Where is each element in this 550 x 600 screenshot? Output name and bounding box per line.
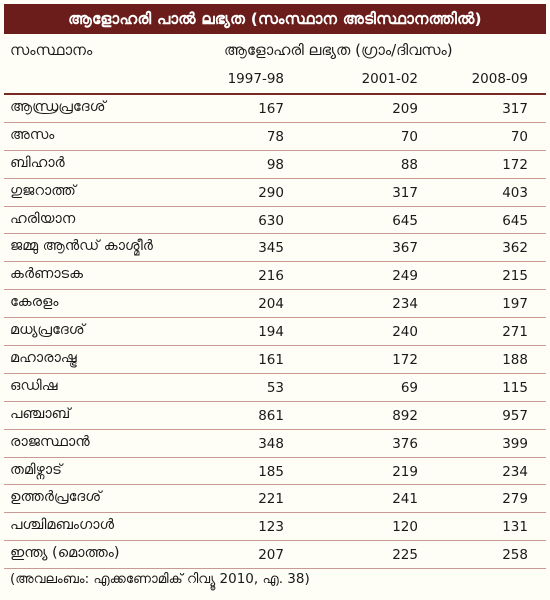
value-cell-1997-98: 348 bbox=[258, 435, 284, 452]
table-row: രാജസ്ഥാൻ 348 376 399 bbox=[4, 430, 546, 458]
table-row: കേരളം 204 234 197 bbox=[4, 290, 546, 319]
value-cell-2008-09: 70 bbox=[510, 128, 528, 145]
state-column-header: സംസ്ഥാനം bbox=[10, 41, 93, 59]
table-row: ഗുജറാത്ത് 290 317 403 bbox=[4, 179, 546, 207]
value-cell-2001-02: 645 bbox=[392, 212, 418, 229]
state-name: പഞ്ചാബ് bbox=[10, 405, 71, 422]
table-row: മഹാരാഷ്ട്ര 161 172 188 bbox=[4, 346, 546, 374]
table-row: ഹരിയാന 630 645 645 bbox=[4, 207, 546, 235]
value-cell-2001-02: 241 bbox=[392, 491, 418, 508]
state-name: മധ്യപ്രദേശ് bbox=[10, 322, 85, 339]
value-cell-2008-09: 645 bbox=[502, 212, 528, 229]
table-row: ജമ്മു ആൻഡ് കാശ്മീർ 345 367 362 bbox=[4, 234, 546, 263]
year-header-1997-98: 1997-98 bbox=[227, 71, 284, 87]
value-cell-2001-02: 240 bbox=[392, 324, 418, 341]
table-row: തമിഴ്നാട് 185 219 234 bbox=[4, 458, 546, 486]
value-cell-2001-02: 88 bbox=[400, 156, 418, 173]
value-cell-2001-02: 70 bbox=[400, 128, 418, 145]
value-cell-2008-09: 317 bbox=[502, 101, 528, 117]
table-row: ആന്ധ്രപ്രദേശ് 167 209 317 bbox=[4, 95, 546, 123]
value-cell-2008-09: 215 bbox=[502, 268, 528, 285]
value-cell-2008-09: 131 bbox=[502, 519, 528, 536]
value-cell-2001-02: 317 bbox=[392, 184, 418, 201]
year-header-2001-02: 2001-02 bbox=[361, 71, 418, 87]
table-row: കർണാടക 216 249 215 bbox=[4, 262, 546, 291]
value-cell-1997-98: 161 bbox=[258, 352, 284, 369]
state-name: ജമ്മു ആൻഡ് കാശ്മീർ bbox=[10, 238, 153, 255]
state-name: പശ്ചിമബംഗാൾ bbox=[10, 517, 115, 534]
state-name: കേരളം bbox=[10, 294, 59, 311]
table-row: ഇന്ത്യ (മൊത്തം) 207 225 258 bbox=[4, 541, 546, 570]
state-name: കർണാടക bbox=[10, 266, 83, 283]
value-cell-1997-98: 207 bbox=[258, 547, 284, 564]
table-row: ഒഡിഷ 53 69 115 bbox=[4, 374, 546, 402]
state-name: ആന്ധ്രപ്രദേശ് bbox=[10, 99, 106, 115]
value-cell-2001-02: 376 bbox=[392, 435, 418, 452]
value-cell-2008-09: 234 bbox=[502, 463, 528, 480]
value-cell-2008-09: 403 bbox=[502, 184, 528, 201]
value-cell-1997-98: 78 bbox=[266, 128, 284, 145]
value-cell-2008-09: 362 bbox=[502, 240, 528, 257]
value-cell-1997-98: 123 bbox=[258, 519, 284, 536]
table-body: ആന്ധ്രപ്രദേശ് 167 209 317 അസം 78 70 70 ബിഹാർ 98 88… bbox=[4, 95, 546, 570]
state-name: അസം bbox=[10, 126, 55, 143]
value-cell-2008-09: 258 bbox=[502, 547, 528, 564]
value-cell-2001-02: 225 bbox=[392, 547, 418, 564]
state-name: രാജസ്ഥാൻ bbox=[10, 433, 90, 450]
value-cell-2001-02: 209 bbox=[392, 101, 418, 117]
value-cell-1997-98: 861 bbox=[258, 407, 284, 424]
value-cell-2001-02: 120 bbox=[392, 519, 418, 536]
value-cell-1997-98: 53 bbox=[266, 379, 284, 396]
value-cell-1997-98: 345 bbox=[258, 240, 284, 257]
value-cell-2001-02: 892 bbox=[392, 407, 418, 424]
table-title: ആളോഹരി പാൽ ലഭ്യത (സംസ്ഥാന അടിസ്ഥാനത്തിൽ) bbox=[4, 4, 546, 34]
state-name: തമിഴ്നാട് bbox=[10, 461, 62, 478]
value-cell-2001-02: 69 bbox=[400, 379, 418, 396]
value-cell-2008-09: 197 bbox=[502, 296, 528, 313]
state-name: ഇന്ത്യ (മൊത്തം) bbox=[10, 545, 120, 562]
table-row: അസം 78 70 70 bbox=[4, 123, 546, 151]
value-cell-1997-98: 167 bbox=[258, 101, 284, 117]
value-cell-1997-98: 630 bbox=[258, 212, 284, 229]
value-cell-1997-98: 221 bbox=[258, 491, 284, 508]
source-note: (അവലംബം: എക്കണോമിക് റിവ്യൂ 2010, എ. 38) bbox=[10, 571, 310, 587]
value-cell-2008-09: 957 bbox=[502, 407, 528, 424]
state-name: ഗുജറാത്ത് bbox=[10, 182, 76, 199]
value-cell-2008-09: 399 bbox=[502, 435, 528, 452]
table-row: ബിഹാർ 98 88 172 bbox=[4, 151, 546, 179]
availability-column-header: ആളോഹരി ലഭ്യത (ഗ്രാം/ദിവസം) bbox=[224, 41, 453, 59]
value-cell-1997-98: 98 bbox=[266, 156, 284, 173]
value-cell-2001-02: 219 bbox=[392, 463, 418, 480]
state-name: മഹാരാഷ്ട്ര bbox=[10, 350, 77, 367]
value-cell-1997-98: 204 bbox=[258, 296, 284, 313]
value-cell-2008-09: 172 bbox=[502, 156, 528, 173]
value-cell-1997-98: 185 bbox=[258, 463, 284, 480]
table-header: സംസ്ഥാനം ആളോഹരി ലഭ്യത (ഗ്രാം/ദിവസം) 1997… bbox=[4, 34, 546, 95]
state-name: ഒഡിഷ bbox=[10, 377, 58, 394]
value-cell-2001-02: 234 bbox=[392, 296, 418, 313]
value-cell-2008-09: 115 bbox=[502, 379, 528, 396]
value-cell-2001-02: 249 bbox=[392, 268, 418, 285]
value-cell-2001-02: 367 bbox=[392, 240, 418, 257]
state-name: ബിഹാർ bbox=[10, 154, 65, 171]
table-row: പശ്ചിമബംഗാൾ 123 120 131 bbox=[4, 513, 546, 542]
value-cell-1997-98: 290 bbox=[258, 184, 284, 201]
state-name: ഹരിയാന bbox=[10, 210, 76, 227]
state-name: ഉത്തർപ്രദേശ് bbox=[10, 489, 102, 506]
value-cell-2008-09: 279 bbox=[502, 491, 528, 508]
value-cell-1997-98: 194 bbox=[258, 324, 284, 341]
table-row: പഞ്ചാബ് 861 892 957 bbox=[4, 402, 546, 430]
value-cell-1997-98: 216 bbox=[258, 268, 284, 285]
year-header-2008-09: 2008-09 bbox=[471, 71, 528, 87]
value-cell-2001-02: 172 bbox=[392, 352, 418, 369]
table-row: മധ്യപ്രദേശ് 194 240 271 bbox=[4, 318, 546, 347]
table-row: ഉത്തർപ്രദേശ് 221 241 279 bbox=[4, 485, 546, 514]
value-cell-2008-09: 271 bbox=[502, 324, 528, 341]
value-cell-2008-09: 188 bbox=[502, 352, 528, 369]
